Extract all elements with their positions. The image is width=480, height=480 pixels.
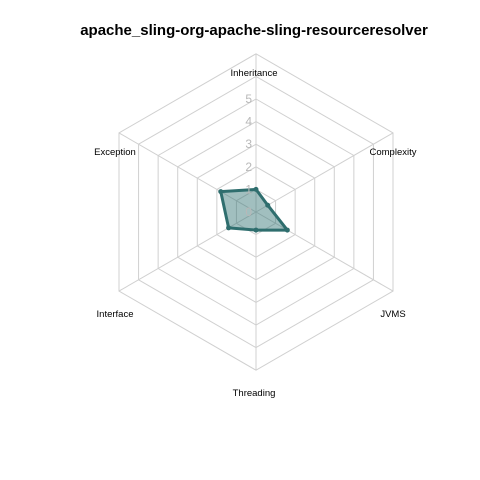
axis-label-complexity: Complexity xyxy=(370,147,417,158)
grid-spoke-interface xyxy=(118,211,257,292)
tick-label-1: 1 xyxy=(245,182,252,196)
tick-label-5: 5 xyxy=(245,92,252,106)
tick-label-2: 2 xyxy=(245,160,252,174)
radar-axis-labels: Inheritance Complexity JVMS Threading Interf… xyxy=(94,68,417,399)
chart-title: apache_sling-org-apache-sling-resourcere… xyxy=(80,22,428,39)
radar-grid xyxy=(118,53,394,371)
axis-label-jvms: JVMS xyxy=(380,309,405,320)
series-point-inheritance xyxy=(253,186,259,192)
tick-label-3: 3 xyxy=(245,137,252,151)
grid-spoke-complexity xyxy=(255,132,394,213)
tick-label-4: 4 xyxy=(245,115,252,129)
axis-label-exception: Exception xyxy=(94,147,136,158)
radar-series xyxy=(218,186,290,233)
axis-label-threading: Threading xyxy=(233,388,276,399)
series-point-jvms xyxy=(284,227,290,233)
series-point-interface xyxy=(226,225,232,231)
series-point-threading xyxy=(253,227,259,233)
axis-label-interface: Interface xyxy=(97,309,134,320)
grid-spoke-jvms xyxy=(255,211,394,292)
grid-spoke-exception xyxy=(118,132,257,213)
tick-label-0: 0 xyxy=(245,205,252,219)
series-point-complexity xyxy=(265,202,271,208)
axis-label-inheritance: Inheritance xyxy=(230,68,277,79)
radar-tick-labels: 0 1 2 3 4 5 xyxy=(245,92,252,219)
series-point-exception xyxy=(218,189,224,195)
series-area-0 xyxy=(219,187,289,232)
